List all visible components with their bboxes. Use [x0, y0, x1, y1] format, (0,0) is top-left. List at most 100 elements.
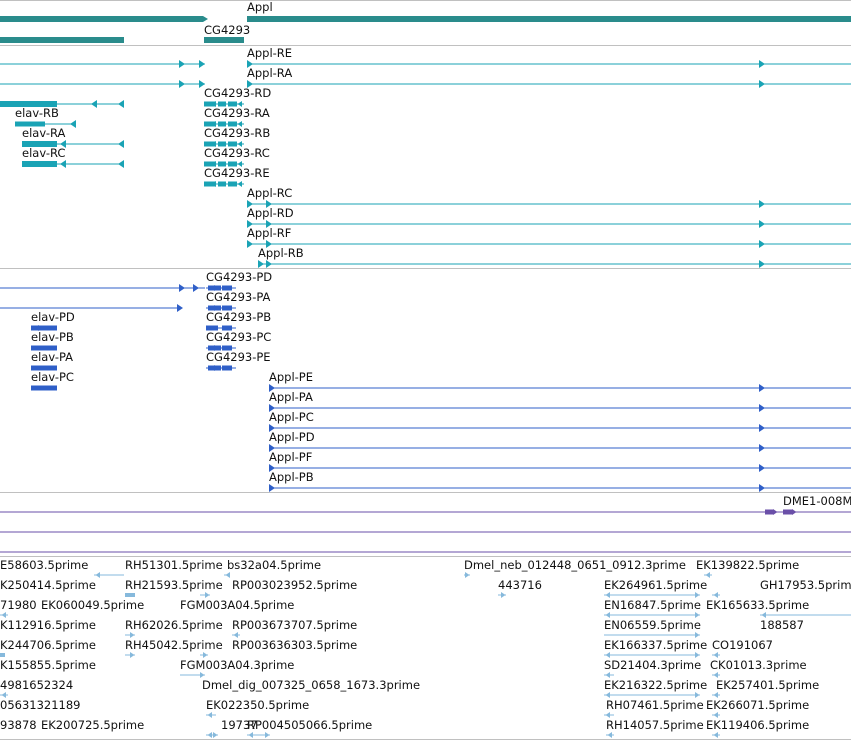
est-label[interactable]: RH51301.5prime	[125, 558, 223, 572]
mrna-label[interactable]: Appl-RE	[247, 46, 293, 60]
exon-block	[0, 37, 124, 43]
protein-label[interactable]: elav-PB	[31, 330, 74, 344]
est-label[interactable]: EK266071.5prime	[706, 698, 810, 712]
est-label[interactable]: Dmel_neb_012448_0651_0912.3prime	[464, 558, 686, 572]
mrna-label[interactable]: Appl-RF	[247, 226, 292, 240]
est-label[interactable]: FGM003A04.5prime	[180, 598, 295, 612]
exon-block	[222, 325, 232, 331]
exon-block	[204, 121, 216, 127]
strand-arrow-right	[759, 484, 765, 492]
mrna-label[interactable]: CG4293-RB	[204, 126, 271, 140]
gene-arrow-tip	[203, 16, 208, 22]
est-label[interactable]: GH17953.5prime	[760, 578, 851, 592]
est-label[interactable]: EK139822.5prime	[696, 558, 800, 572]
est-label[interactable]: 19737	[221, 718, 258, 732]
est-label[interactable]: EK119406.5prime	[706, 718, 810, 732]
strand-arrow-right	[247, 80, 253, 88]
est-label[interactable]: 443716	[498, 578, 542, 592]
est-label[interactable]: EK165633.5prime	[706, 598, 810, 612]
strand-arrow-right	[695, 692, 700, 698]
gene-label[interactable]: CG4293	[204, 23, 251, 37]
mrna-label[interactable]: CG4293-RD	[204, 86, 272, 100]
strand-arrow-right	[266, 220, 272, 228]
est-label[interactable]: RP003023952.5prime	[232, 578, 358, 592]
est-label[interactable]: 05631321189	[0, 698, 81, 712]
protein-label[interactable]: CG4293-PB	[206, 310, 272, 324]
protein-label[interactable]: Appl-PB	[269, 470, 314, 484]
protein-label[interactable]: elav-PC	[31, 370, 74, 384]
est-label[interactable]: bs32a04.5prime	[227, 558, 322, 572]
mrna-label[interactable]: elav-RC	[22, 146, 66, 160]
est-label[interactable]: EK060049.5prime	[41, 598, 145, 612]
strand-arrow-right	[247, 240, 253, 248]
est-label[interactable]: K250414.5prime	[0, 578, 96, 592]
mrna-label[interactable]: Appl-RC	[247, 186, 293, 200]
protein-label[interactable]: CG4293-PD	[206, 270, 273, 284]
strand-arrow-right	[179, 60, 185, 68]
strand-arrow-right	[247, 200, 253, 208]
protein-label[interactable]: CG4293-PA	[206, 290, 271, 304]
protein-label[interactable]: Appl-PA	[269, 390, 313, 404]
est-label[interactable]: E58603.5prime	[0, 558, 89, 572]
est-label[interactable]: CK01013.3prime	[710, 658, 807, 672]
est-label[interactable]: 4981652324	[0, 678, 74, 692]
exon-block	[218, 121, 226, 127]
est-label[interactable]: FGM003A04.3prime	[180, 658, 295, 672]
est-label[interactable]: RH14057.5prime	[606, 718, 704, 732]
protein-label[interactable]: Appl-PE	[269, 370, 314, 384]
mrna-label[interactable]: CG4293-RE	[204, 166, 270, 180]
est-label[interactable]: K112916.5prime	[0, 618, 96, 632]
mrna-label[interactable]: elav-RA	[22, 126, 66, 140]
est-label[interactable]: SD21404.3prime	[604, 658, 702, 672]
strand-arrow-left	[210, 365, 215, 371]
strand-arrow-left	[605, 652, 610, 658]
exon-block	[31, 365, 57, 371]
est-label[interactable]: EN16847.5prime	[604, 598, 701, 612]
track-separator	[0, 492, 851, 493]
strand-arrow-right	[773, 509, 778, 515]
est-label[interactable]: EK264961.5prime	[604, 578, 708, 592]
est-label[interactable]: 93878	[0, 718, 37, 732]
mrna-label[interactable]: CG4293-RC	[204, 146, 270, 160]
est-label[interactable]: CO191067	[712, 638, 773, 652]
est-label[interactable]: RH07461.5prime	[606, 698, 704, 712]
strand-arrow-right	[179, 80, 185, 88]
mrna-label[interactable]: CG4293-RA	[204, 106, 270, 120]
est-label[interactable]: EK166337.5prime	[604, 638, 708, 652]
est-label[interactable]: Dmel_dig_007325_0658_1673.3prime	[202, 678, 421, 692]
mrna-label[interactable]: elav-RB	[15, 106, 59, 120]
strand-arrow-right	[265, 732, 270, 738]
est-label[interactable]: EK200725.5prime	[41, 718, 145, 732]
est-label[interactable]: RH45042.5prime	[125, 638, 223, 652]
mrna-label[interactable]: Appl-RD	[247, 206, 294, 220]
protein-label[interactable]: Appl-PD	[269, 430, 315, 444]
est-label[interactable]: EK257401.5prime	[716, 678, 820, 692]
protein-label[interactable]: elav-PD	[31, 310, 75, 324]
est-label[interactable]: 188587	[760, 618, 804, 632]
est-label[interactable]: EK216322.5prime	[604, 678, 708, 692]
protein-label[interactable]: CG4293-PE	[206, 350, 271, 364]
gene-label[interactable]: Appl	[247, 0, 273, 14]
est-label[interactable]: RP003673707.5prime	[232, 618, 358, 632]
protein-label[interactable]: elav-PA	[31, 350, 74, 364]
mrna-label[interactable]: Appl-RA	[247, 66, 293, 80]
est-label[interactable]: RP003636303.5prime	[232, 638, 358, 652]
protein-label[interactable]: Appl-PF	[269, 450, 313, 464]
strand-arrow-right	[203, 652, 208, 658]
mrna-label[interactable]: Appl-RB	[258, 246, 304, 260]
feature-label[interactable]: DME1-008M	[783, 494, 851, 508]
est-label[interactable]: RH62026.5prime	[125, 618, 223, 632]
strand-arrow-left	[713, 672, 718, 678]
est-label[interactable]: K244706.5prime	[0, 638, 96, 652]
strand-arrow-left	[761, 612, 766, 618]
exon-block	[765, 509, 773, 515]
protein-label[interactable]: Appl-PC	[269, 410, 314, 424]
est-label[interactable]: RH21593.5prime	[125, 578, 223, 592]
est-label[interactable]: K155855.5prime	[0, 658, 96, 672]
est-label[interactable]: EK022350.5prime	[206, 698, 310, 712]
est-label[interactable]: EN06559.5prime	[604, 618, 701, 632]
est-label[interactable]: RP004505066.5prime	[247, 718, 373, 732]
protein-label[interactable]: CG4293-PC	[206, 330, 272, 344]
est-label[interactable]: 71980	[0, 598, 37, 612]
